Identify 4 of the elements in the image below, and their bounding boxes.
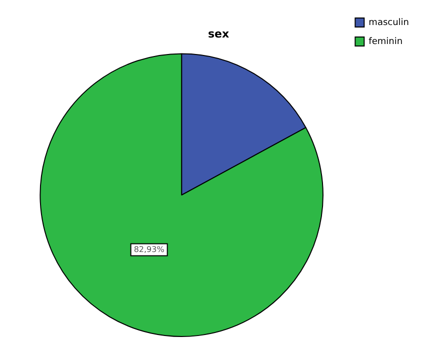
legend-label: feminin [368,36,403,47]
text: sex [208,27,230,40]
data-label: 82,93% [134,244,165,254]
legend-label: masculin [368,18,410,28]
